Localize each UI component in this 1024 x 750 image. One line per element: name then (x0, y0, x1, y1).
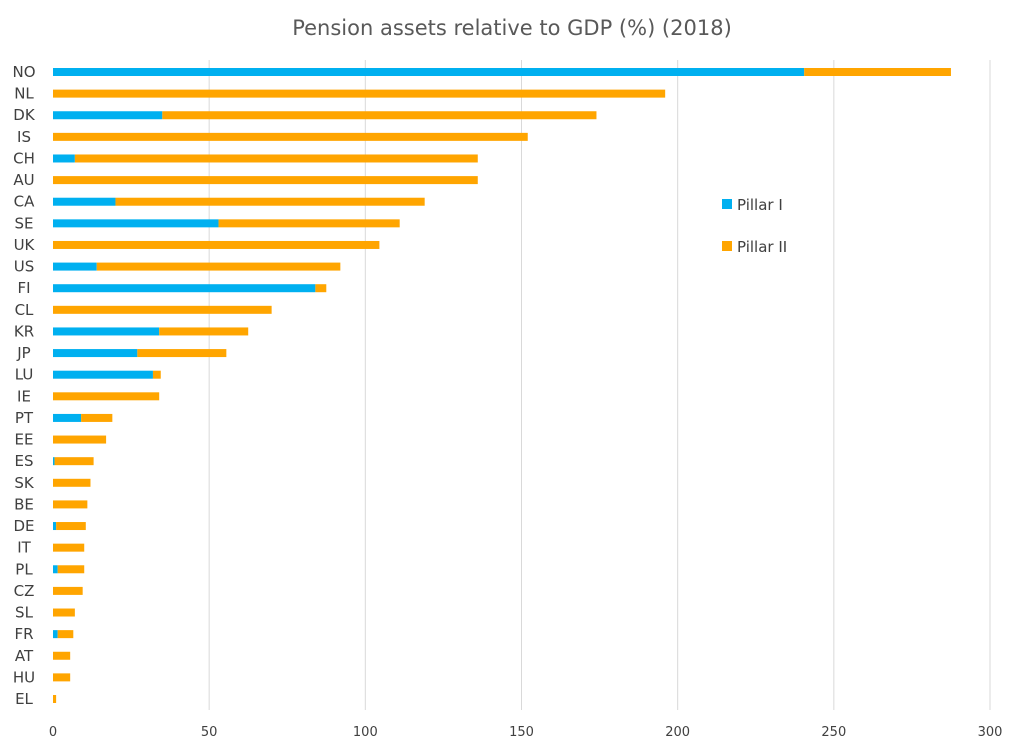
bar-fi-series-1 (53, 284, 316, 293)
category-labels: NO NL DK IS CH AU CA SE UK US FI CL KR JP LU IE PT EE ES SK… (12, 63, 35, 708)
x-tick-label-50: 50 (201, 725, 218, 740)
category-label-sk: SK (14, 474, 35, 492)
bar-fi-series-2 (315, 284, 327, 293)
category-label-at: AT (15, 647, 34, 665)
category-label-sl: SL (15, 604, 34, 622)
bar-uk-series-2 (53, 240, 380, 249)
bar-is-series-2 (53, 132, 528, 141)
legend-swatch-pillar-ii (722, 241, 732, 251)
category-label-au: AU (13, 171, 34, 189)
legend: Pillar I Pillar II (722, 196, 787, 256)
bar-dk-series-1 (53, 111, 163, 120)
category-label-fr: FR (14, 625, 33, 643)
category-label-pl: PL (15, 560, 33, 578)
bar-lu-series-2 (152, 370, 161, 379)
chart-title: Pension assets relative to GDP (%) (2018… (292, 16, 732, 40)
category-label-nl: NL (14, 85, 34, 103)
legend-label-pillar-ii: Pillar II (737, 238, 787, 256)
bar-be-series-2 (53, 500, 88, 509)
x-tick-label-300: 300 (978, 725, 1003, 740)
category-label-hu: HU (13, 668, 35, 686)
bar-kr-series-1 (53, 327, 160, 336)
category-label-es: ES (15, 452, 34, 470)
category-label-dk: DK (13, 106, 36, 124)
category-label-no: NO (12, 63, 35, 81)
bar-fr-series-2 (57, 630, 74, 639)
x-tick-labels: 0 50 100 150 200 250 300 (49, 725, 1003, 740)
category-label-jp: JP (16, 344, 30, 362)
bar-es-series-2 (54, 457, 94, 466)
bar-el-series-2 (53, 695, 57, 703)
category-label-kr: KR (14, 322, 34, 340)
bar-pt-series-1 (53, 413, 82, 422)
x-tick-label-100: 100 (353, 725, 378, 740)
category-label-se: SE (15, 214, 34, 232)
bar-sk-series-2 (53, 478, 91, 487)
category-label-fi: FI (17, 279, 30, 297)
bar-sl-series-2 (53, 608, 75, 617)
legend-label-pillar-i: Pillar I (737, 196, 783, 214)
gridlines (208, 60, 991, 710)
category-label-pt: PT (15, 409, 34, 427)
category-label-ca: CA (14, 193, 35, 211)
x-tick-label-150: 150 (509, 725, 534, 740)
category-label-be: BE (14, 495, 34, 513)
category-label-lu: LU (15, 366, 34, 384)
x-tick-label-0: 0 (49, 725, 57, 740)
category-label-de: DE (13, 517, 34, 535)
x-tick-label-200: 200 (665, 725, 690, 740)
bar-se-series-1 (53, 219, 219, 228)
category-label-ee: EE (15, 431, 34, 449)
bar-fr-series-1 (53, 630, 58, 639)
bar-au-series-2 (53, 176, 478, 185)
bar-ch-series-2 (74, 154, 478, 163)
bar-nl-series-2 (53, 89, 666, 98)
bar-jp-series-1 (53, 349, 138, 358)
x-tick-label-250: 250 (821, 725, 846, 740)
bar-pt-series-2 (81, 413, 113, 422)
bar-es-series-1 (53, 457, 55, 466)
bar-kr-series-2 (159, 327, 249, 336)
bar-at-series-2 (53, 651, 71, 660)
category-label-cl: CL (15, 301, 34, 319)
bar-cz-series-2 (53, 586, 83, 595)
category-label-ie: IE (17, 387, 31, 405)
bar-pl-series-2 (57, 565, 85, 574)
bar-ch-series-1 (53, 154, 75, 163)
bar-lu-series-1 (53, 370, 153, 379)
bar-de-series-1 (53, 522, 57, 531)
bar-de-series-2 (56, 522, 86, 531)
category-label-it: IT (17, 539, 31, 557)
bar-cl-series-2 (53, 305, 272, 314)
bar-ca-series-1 (53, 197, 116, 206)
category-label-cz: CZ (14, 582, 35, 600)
bar-jp-series-2 (137, 349, 227, 358)
bar-ca-series-2 (115, 197, 425, 206)
category-label-el: EL (15, 690, 33, 708)
category-label-is: IS (17, 128, 31, 146)
bar-pl-series-1 (53, 565, 58, 574)
category-label-us: US (14, 258, 35, 276)
bar-ie-series-2 (53, 392, 160, 401)
bar-us-series-2 (96, 262, 341, 271)
bar-dk-series-2 (162, 111, 597, 120)
bar-it-series-2 (53, 543, 85, 552)
bar-hu-series-2 (53, 673, 71, 682)
bars (53, 68, 951, 703)
bar-no-series-2 (804, 68, 951, 76)
category-label-ch: CH (13, 149, 35, 167)
bar-no-series-1 (53, 68, 805, 76)
legend-swatch-pillar-i (722, 199, 732, 209)
bar-us-series-1 (53, 262, 97, 271)
category-label-uk: UK (14, 236, 36, 254)
bar-ee-series-2 (53, 435, 107, 444)
bar-se-series-2 (218, 219, 400, 228)
